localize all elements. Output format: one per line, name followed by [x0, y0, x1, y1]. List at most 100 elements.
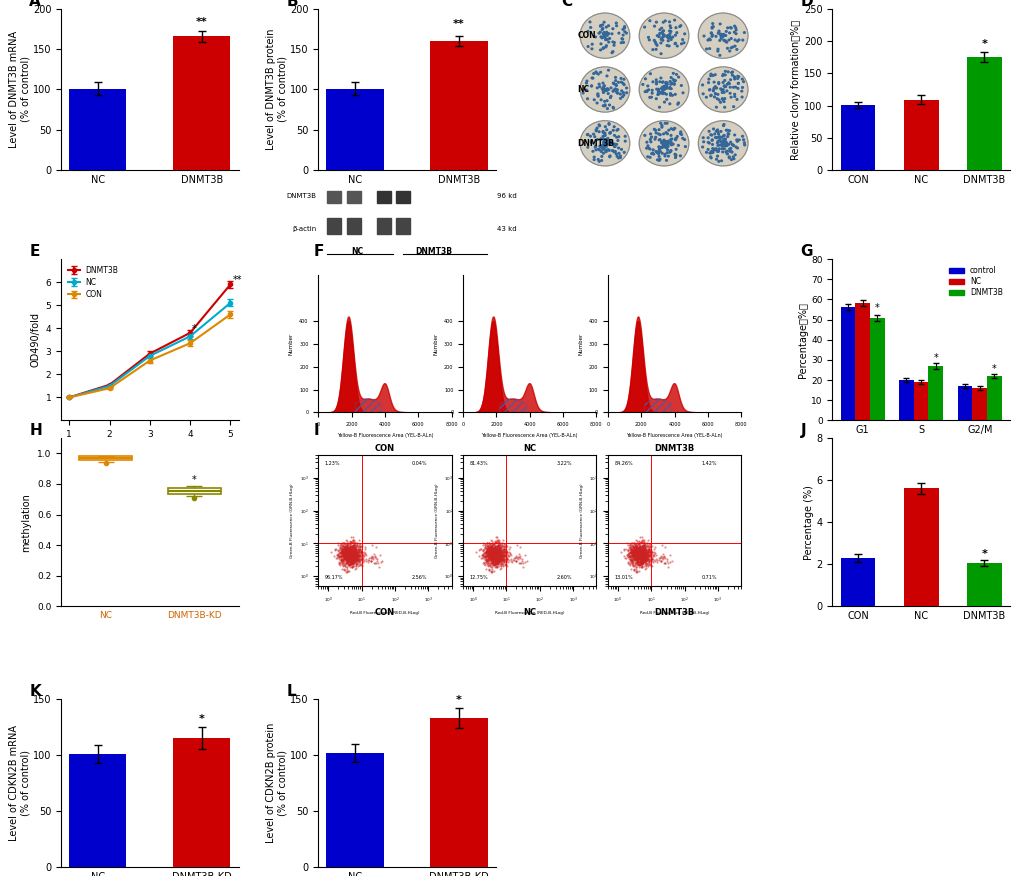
Circle shape: [606, 39, 607, 40]
Y-axis label: Relative clony formation（%）: Relative clony formation（%）: [791, 19, 801, 159]
Circle shape: [664, 143, 665, 144]
Point: [486, 551, 502, 565]
Point: [636, 552, 652, 566]
Circle shape: [590, 141, 591, 143]
Point: [355, 555, 371, 569]
Point: [631, 541, 647, 555]
Point: [484, 544, 500, 558]
Bar: [966, 563, 1001, 606]
Text: 2.60%: 2.60%: [555, 575, 572, 580]
Point: [628, 540, 644, 555]
Point: [635, 552, 651, 566]
Point: [635, 548, 651, 562]
Point: [335, 542, 352, 556]
Point: [632, 546, 648, 560]
Point: [488, 540, 504, 555]
Point: [480, 551, 496, 565]
Point: [486, 545, 502, 559]
Point: [514, 552, 530, 566]
Point: [636, 548, 652, 562]
Text: *: *: [991, 364, 996, 374]
Point: [481, 550, 497, 564]
Point: [485, 541, 501, 555]
Point: [335, 562, 352, 576]
Point: [484, 544, 500, 558]
Y-axis label: Number: Number: [578, 333, 583, 355]
Point: [336, 544, 353, 558]
Point: [341, 549, 358, 563]
Point: [478, 544, 494, 558]
Point: [485, 549, 501, 563]
Point: [348, 549, 365, 563]
Point: [484, 545, 500, 559]
Point: [654, 550, 671, 564]
Point: [337, 533, 354, 548]
Point: [492, 538, 508, 552]
Point: [624, 546, 640, 560]
Point: [483, 552, 499, 566]
Point: [626, 545, 642, 559]
Point: [487, 544, 503, 558]
Point: [626, 547, 642, 561]
Point: [624, 548, 640, 562]
Circle shape: [673, 81, 675, 82]
Point: [338, 542, 355, 556]
Point: [493, 546, 510, 560]
Point: [626, 540, 642, 554]
Point: [482, 548, 498, 562]
Circle shape: [600, 146, 602, 148]
Point: [339, 551, 356, 565]
Point: [339, 549, 356, 563]
Point: [492, 543, 508, 557]
Point: [340, 540, 357, 555]
Point: [632, 549, 648, 563]
Point: [630, 558, 646, 572]
Point: [345, 552, 362, 566]
Circle shape: [726, 143, 728, 145]
Point: [487, 548, 503, 562]
Point: [656, 555, 673, 569]
Point: [489, 545, 505, 559]
Point: [347, 550, 364, 564]
Point: [346, 552, 363, 566]
Circle shape: [624, 25, 625, 27]
Point: [372, 555, 388, 569]
Circle shape: [710, 139, 712, 141]
Circle shape: [660, 38, 662, 39]
Point: [621, 545, 637, 559]
Bar: [971, 388, 986, 420]
Point: [626, 550, 642, 564]
Point: [634, 557, 650, 571]
Point: [476, 549, 492, 563]
Point: [633, 551, 649, 565]
Point: [625, 562, 641, 576]
Point: [340, 541, 357, 555]
Point: [341, 548, 358, 562]
Point: [352, 549, 368, 563]
Point: [345, 551, 362, 565]
Circle shape: [602, 143, 604, 145]
Point: [640, 555, 656, 569]
Point: [337, 543, 354, 557]
Point: [333, 539, 350, 553]
Point: [633, 549, 649, 563]
Point: [479, 546, 495, 560]
Bar: [899, 380, 913, 420]
Point: [488, 539, 504, 553]
Point: [479, 555, 495, 569]
Point: [484, 551, 500, 565]
Circle shape: [656, 35, 657, 37]
Point: [633, 540, 649, 554]
Circle shape: [598, 125, 600, 126]
Point: [635, 547, 651, 561]
Point: [347, 549, 364, 563]
Point: [629, 549, 645, 563]
Circle shape: [721, 88, 723, 90]
Point: [514, 554, 530, 568]
Point: [479, 539, 495, 553]
Point: [336, 541, 353, 555]
Point: [635, 548, 651, 562]
Point: [628, 547, 644, 561]
Point: [630, 541, 646, 555]
Point: [626, 544, 642, 558]
